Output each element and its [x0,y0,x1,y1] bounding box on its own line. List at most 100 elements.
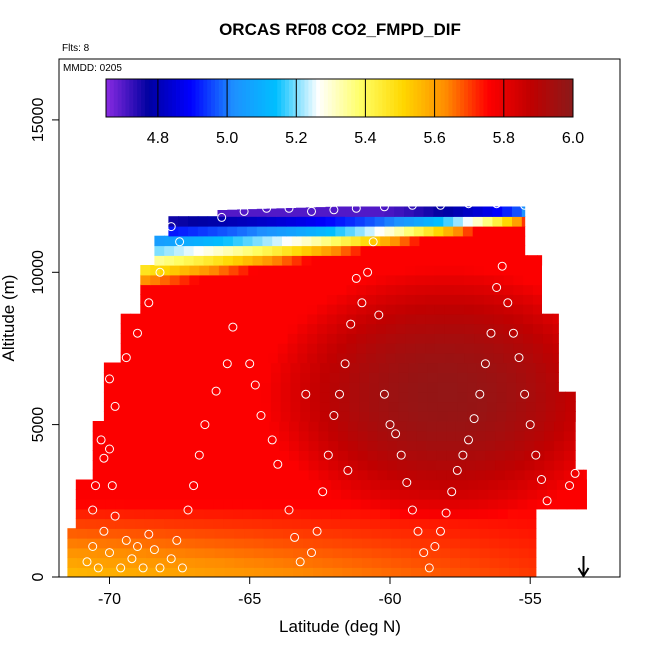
field-cell [241,401,252,412]
field-cell [339,372,350,383]
field-cell [131,469,143,481]
field-cell [455,430,467,442]
field-cell [416,460,427,471]
field-cell [364,216,376,227]
field-cell [305,216,317,227]
field-cell [338,430,349,442]
field-cell [204,528,216,539]
field-cell [238,304,249,315]
field-cell [161,440,172,451]
field-cell [533,333,544,344]
field-cell [430,538,442,549]
field-cell [311,518,322,529]
field-cell [169,343,181,354]
field-cell [232,255,244,266]
field-cell [475,430,486,442]
field-cell [231,391,242,403]
field-cell [261,382,272,393]
sample-point [307,548,316,558]
field-cell [423,206,434,217]
field-cell [195,557,206,568]
field-cell [535,362,547,373]
field-cell [268,284,279,295]
field-cell [308,440,319,451]
field-cell [75,508,87,520]
field-cell [140,323,151,334]
field-cell [545,372,557,383]
colorbar-segment [238,79,243,117]
field-cell [479,547,491,559]
field-cell [398,362,409,373]
field-cell [209,343,220,354]
colorbar-segment [125,79,130,117]
field-cell [411,567,422,577]
field-cell [519,538,530,549]
field-cell [268,304,279,315]
field-cell [248,313,259,325]
field-cell [458,235,470,247]
sample-point [116,563,126,573]
field-cell [484,313,495,325]
field-cell [446,450,457,461]
field-cell [105,508,116,520]
field-cell [106,547,118,559]
colorbar-segment [499,79,504,117]
field-cell [134,508,146,520]
field-cell [262,235,273,247]
field-cell [454,294,465,305]
sample-point [91,481,100,491]
field-cell [468,489,479,500]
field-cell [448,255,460,266]
field-cell [249,430,261,442]
field-cell [419,499,430,510]
field-cell [440,538,451,549]
field-cell [406,450,418,461]
field-cell [293,557,304,568]
field-cell [289,450,300,461]
field-cell [189,274,200,286]
field-cell [384,206,395,217]
field-cell [332,528,343,539]
field-cell [496,401,507,412]
field-cell [367,421,378,432]
field-cell [469,528,481,539]
field-cell [317,333,328,344]
sample-point [250,380,260,390]
field-cell [238,294,249,305]
field-cell [183,235,195,247]
field-cell [283,547,294,559]
field-cell [347,469,359,481]
field-cell [286,216,297,227]
sample-point [133,328,142,338]
field-cell [552,313,559,325]
field-cell [272,489,283,500]
field-cell [106,557,118,568]
field-cell [544,450,555,461]
colorbar-segment [183,79,189,117]
field-cell [195,547,206,559]
field-cell [395,333,406,344]
field-cell [566,499,578,510]
field-cell [401,538,412,549]
sample-point [200,420,210,430]
field-cell [455,460,467,471]
field-cell [359,372,370,383]
field-cell [349,372,360,383]
field-cell [369,411,380,422]
field-cell [85,489,96,500]
field-cell [427,362,439,373]
field-cell [213,245,224,256]
field-cell [289,430,300,442]
field-cell [394,226,405,237]
field-cell [524,460,535,471]
field-cell [444,313,456,325]
field-cell [171,450,182,461]
field-cell [268,294,279,305]
field-cell [272,235,283,247]
field-cell [155,538,167,549]
field-cell [239,460,251,471]
field-cell [246,226,258,237]
field-cell [146,538,157,549]
field-cell [239,440,251,451]
field-cell [244,528,255,539]
